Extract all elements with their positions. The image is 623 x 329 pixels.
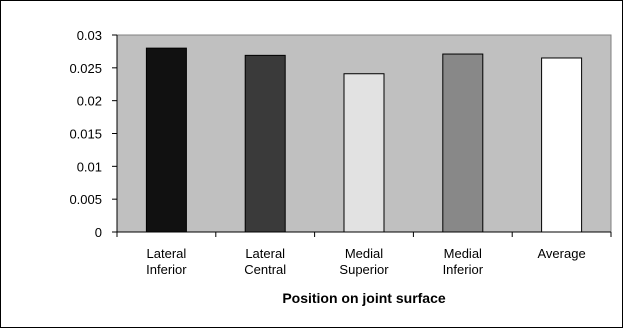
y-tick-label: 0.005: [69, 192, 102, 207]
bar: [145, 47, 187, 233]
x-axis-title: Position on joint surface: [282, 290, 446, 306]
x-category-label: Superior: [339, 262, 389, 277]
x-category-label: Medial: [444, 246, 482, 261]
x-category-label: Lateral: [147, 246, 187, 261]
x-category-label: Lateral: [245, 246, 285, 261]
y-tick-label: 0.03: [77, 28, 102, 43]
x-category-label: Inferior: [146, 262, 187, 277]
bar: [244, 54, 286, 233]
y-tick-label: 0.025: [69, 61, 102, 76]
bar: [442, 53, 484, 233]
x-category-label: Central: [244, 262, 286, 277]
bar: [541, 57, 583, 233]
y-tick-label: 0: [95, 225, 102, 240]
y-tick-label: 0.01: [77, 159, 102, 174]
x-category-label: Medial: [345, 246, 383, 261]
y-tick-label: 0.02: [77, 94, 102, 109]
x-category-label: Average: [538, 246, 586, 261]
x-category-label: Inferior: [443, 262, 484, 277]
y-tick-label: 0.015: [69, 127, 102, 142]
bar: [343, 73, 385, 233]
